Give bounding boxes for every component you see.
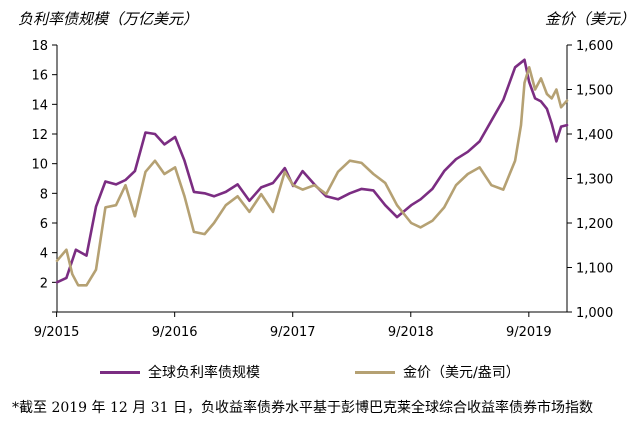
x-tick-label: 9/2015 — [34, 325, 80, 340]
legend-label-gold: 金价（美元/盎司） — [403, 365, 520, 381]
left-tick-label: 6 — [40, 217, 48, 232]
legend-swatch-gold — [355, 370, 395, 374]
left-tick-label: 16 — [31, 69, 48, 84]
right-axis-title: 金价（美元） — [545, 10, 636, 28]
x-tick-label: 9/2018 — [388, 325, 434, 340]
right-tick-label: 1,300 — [576, 173, 613, 188]
right-tick-label: 1,200 — [576, 217, 613, 232]
left-tick-label: 14 — [31, 98, 48, 113]
chart-area: 2 4 6 8 10 12 14 16 18 1,000 1,100 1,200 1,300 1,400 1… — [31, 39, 613, 340]
series-line-negative-yield-bonds — [55, 58, 569, 284]
legend-item-bonds: 全球负利率债规模 — [100, 362, 260, 382]
x-tick-label: 9/2019 — [506, 325, 552, 340]
axes: 2 4 6 8 10 12 14 16 18 1,000 1,100 1,200 1,300 1,400 1… — [31, 39, 613, 340]
footnote: *截至 2019 年 12 月 31 日，负收益率债券水平基于彭博巴克莱全球综合… — [12, 400, 593, 416]
right-tick-label: 1,100 — [576, 262, 613, 277]
right-tick-label: 1,500 — [576, 84, 613, 99]
left-tick-label: 10 — [31, 158, 48, 173]
series-line-gold-price — [55, 66, 569, 287]
left-tick-label: 4 — [40, 247, 48, 262]
legend-label-bonds: 全球负利率债规模 — [148, 365, 260, 381]
right-tick-label: 1,600 — [576, 39, 613, 54]
left-tick-label: 18 — [31, 39, 48, 54]
right-tick-label: 1,000 — [576, 306, 613, 321]
left-tick-label: 2 — [40, 276, 48, 291]
series-group — [55, 58, 569, 287]
left-tick-label: 8 — [40, 187, 48, 202]
right-tick-label: 1,400 — [576, 128, 613, 143]
legend-swatch-bonds — [100, 370, 140, 374]
left-tick-label: 12 — [31, 128, 48, 143]
legend: 全球负利率债规模 金价（美元/盎司） — [0, 362, 640, 386]
left-axis-title: 负利率债规模（万亿美元） — [18, 10, 199, 28]
x-tick-label: 9/2016 — [152, 325, 198, 340]
x-tick-label: 9/2017 — [270, 325, 316, 340]
legend-item-gold: 金价（美元/盎司） — [355, 362, 520, 382]
